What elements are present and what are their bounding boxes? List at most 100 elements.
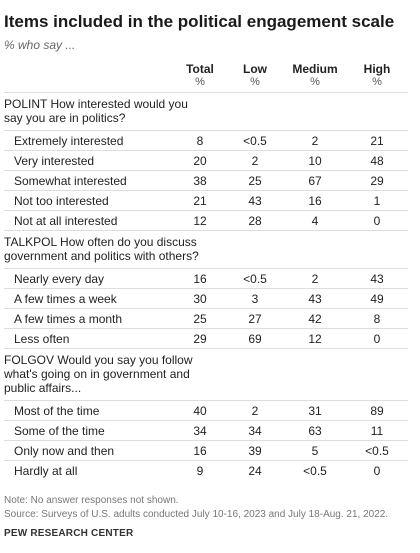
column-header-medium: Medium (292, 62, 338, 76)
column-header-total: Total (186, 62, 214, 76)
value-cell-low: 27 (226, 308, 284, 329)
answer-label: Some of the time (4, 420, 174, 441)
answer-row: Somewhat interested 38 25 67 29 (4, 170, 408, 191)
value-cell-medium: 63 (284, 420, 346, 441)
value-cell-total: 20 (174, 150, 226, 171)
answer-label: Somewhat interested (4, 170, 174, 191)
value-cell-total: 29 (174, 328, 226, 349)
value-cell-total: 12 (174, 210, 226, 231)
answer-row: Nearly every day 16 <0.5 2 43 (4, 268, 408, 289)
answer-label: Only now and then (4, 440, 174, 461)
page-subtitle: % who say ... (4, 38, 76, 52)
value-cell-high: 0 (346, 328, 408, 349)
question-row: FOLGOV Would you say you follow what's g… (4, 348, 408, 401)
answer-row: Most of the time 40 2 31 89 (4, 400, 408, 421)
unit-total: % (195, 76, 205, 88)
value-cell-medium: 67 (284, 170, 346, 191)
value-cell-total: 16 (174, 440, 226, 461)
value-cell-high: 49 (346, 288, 408, 309)
answer-row: A few times a week 30 3 43 49 (4, 288, 408, 309)
value-cell-medium: 31 (284, 400, 346, 421)
answer-label: Less often (4, 328, 174, 349)
value-cell-high: 11 (346, 420, 408, 441)
value-cell-medium: 16 (284, 190, 346, 211)
value-cell-low: 3 (226, 288, 284, 309)
value-cell-total: 21 (174, 190, 226, 211)
value-cell-low: 2 (226, 150, 284, 171)
value-cell-high: 8 (346, 308, 408, 329)
answer-label: Very interested (4, 150, 174, 171)
answer-label: A few times a month (4, 308, 174, 329)
answer-row: A few times a month 25 27 42 8 (4, 308, 408, 329)
answer-row: Extremely interested 8 <0.5 2 21 (4, 130, 408, 151)
answer-label: Not too interested (4, 190, 174, 211)
answer-label: Hardly at all (4, 460, 174, 480)
value-cell-total: 8 (174, 130, 226, 151)
unit-medium: % (310, 76, 320, 88)
value-cell-medium: 10 (284, 150, 346, 171)
answer-row: Less often 29 69 12 0 (4, 328, 408, 349)
answer-label: Not at all interested (4, 210, 174, 231)
brand-logo-text: PEW RESEARCH CENTER (4, 528, 134, 539)
question-text: TALKPOL How often do you discuss governm… (4, 235, 199, 263)
unit-label-spacer (4, 76, 174, 93)
answer-row: Very interested 20 2 10 48 (4, 150, 408, 171)
value-cell-total: 38 (174, 170, 226, 191)
unit-high: % (372, 76, 382, 88)
value-cell-medium: <0.5 (284, 460, 346, 480)
value-cell-high: 43 (346, 268, 408, 289)
value-cell-high: 48 (346, 150, 408, 171)
question-cell: POLINT How interested would you say you … (4, 92, 408, 131)
table-source: Source: Surveys of U.S. adults conducted… (4, 509, 389, 520)
column-header-high: High (363, 62, 391, 76)
unit-low: % (250, 76, 260, 88)
value-cell-low: 43 (226, 190, 284, 211)
table-body: POLINT How interested would you say you … (4, 92, 408, 480)
answer-row: Not at all interested 12 28 4 0 (4, 210, 408, 231)
question-row: TALKPOL How often do you discuss governm… (4, 230, 408, 269)
value-cell-total: 9 (174, 460, 226, 480)
value-cell-medium: 2 (284, 268, 346, 289)
answer-label: Most of the time (4, 400, 174, 421)
answer-label: Extremely interested (4, 130, 174, 151)
value-cell-low: 24 (226, 460, 284, 480)
value-cell-total: 16 (174, 268, 226, 289)
answer-row: Some of the time 34 34 63 11 (4, 420, 408, 441)
question-cell: FOLGOV Would you say you follow what's g… (4, 348, 408, 401)
value-cell-total: 34 (174, 420, 226, 441)
value-cell-low: 34 (226, 420, 284, 441)
value-cell-total: 30 (174, 288, 226, 309)
question-row: POLINT How interested would you say you … (4, 92, 408, 131)
answer-row: Only now and then 16 39 5 <0.5 (4, 440, 408, 461)
value-cell-total: 40 (174, 400, 226, 421)
value-cell-high: <0.5 (346, 440, 408, 461)
value-cell-high: 21 (346, 130, 408, 151)
value-cell-medium: 5 (284, 440, 346, 461)
table-note: Note: No answer responses not shown. (4, 495, 179, 506)
value-cell-medium: 2 (284, 130, 346, 151)
value-cell-total: 25 (174, 308, 226, 329)
page-title: Items included in the political engageme… (4, 12, 395, 31)
value-cell-high: 0 (346, 460, 408, 480)
value-cell-high: 1 (346, 190, 408, 211)
column-header-low: Low (243, 62, 267, 76)
value-cell-low: <0.5 (226, 268, 284, 289)
value-cell-medium: 12 (284, 328, 346, 349)
value-cell-medium: 42 (284, 308, 346, 329)
value-cell-low: <0.5 (226, 130, 284, 151)
question-text: FOLGOV Would you say you follow what's g… (4, 353, 193, 395)
answer-label: Nearly every day (4, 268, 174, 289)
unit-row: % % % % (4, 76, 408, 93)
value-cell-medium: 4 (284, 210, 346, 231)
question-cell: TALKPOL How often do you discuss governm… (4, 230, 408, 269)
header-row: Total Low Medium High (4, 60, 408, 76)
value-cell-low: 69 (226, 328, 284, 349)
answer-label: A few times a week (4, 288, 174, 309)
value-cell-medium: 43 (284, 288, 346, 309)
value-cell-low: 2 (226, 400, 284, 421)
answer-row: Hardly at all 9 24 <0.5 0 (4, 460, 408, 480)
value-cell-low: 39 (226, 440, 284, 461)
value-cell-high: 89 (346, 400, 408, 421)
engagement-table: Total Low Medium High % % % % POLINT How… (4, 60, 408, 480)
